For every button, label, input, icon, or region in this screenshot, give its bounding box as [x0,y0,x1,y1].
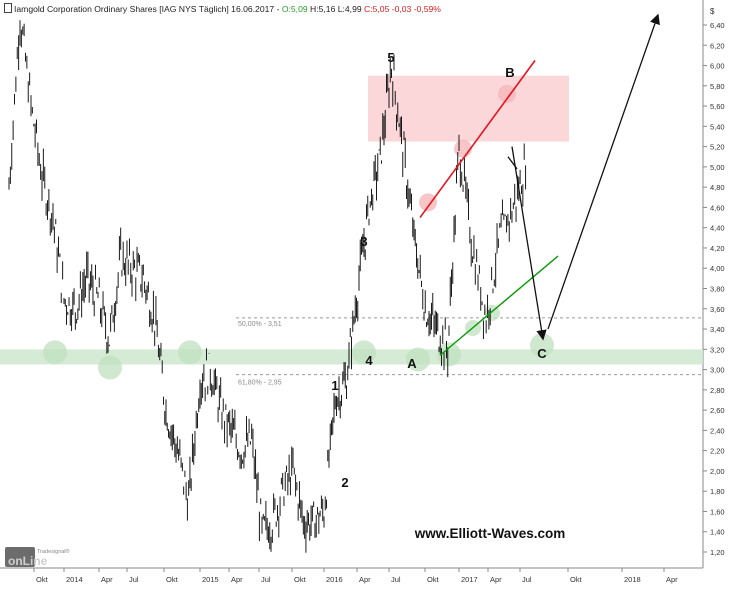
logo-badge [5,547,35,567]
resistance-touch-circle-2 [454,139,472,158]
wave-label-B: B [505,65,514,80]
x-tick-label: 2015 [202,575,219,584]
x-tick-label: Jul [391,575,401,584]
y-tick-label: 5,20 [710,143,725,152]
y-tick-label: 6,00 [710,62,725,71]
y-tick-label: 4,20 [710,244,725,253]
y-tick-label: 1,20 [710,548,725,557]
tradesignal-logo [5,547,35,567]
x-tick-label: Okt [294,575,307,584]
support-touch-circle-2 [98,355,122,380]
x-tick-label: Apr [231,575,243,584]
x-tick-label: Apr [666,575,678,584]
y-tick-label: 3,60 [710,305,725,314]
resistance-touch-circle-1 [419,193,437,212]
x-tick-label: 2016 [326,575,343,584]
wave-label-A: A [407,356,417,371]
logo-big-text: onLine [8,554,48,568]
x-tick-label: 2017 [461,575,478,584]
x-tick-label: Jul [522,575,532,584]
x-tick-label: 2018 [624,575,641,584]
x-tick-label: 2014 [66,575,83,584]
fib-label-1: 50,00% - 3,51 [238,321,282,328]
y-tick-label: 3,80 [710,285,725,294]
support-touch-circle-4 [352,340,376,365]
x-tick-label: Apr [490,575,502,584]
x-tick-label: Apr [101,575,113,584]
x-tick-label: Okt [36,575,49,584]
y-tick-label: 4,40 [710,224,725,233]
y-tick-label: 5,00 [710,163,725,172]
logo-small-text: Tradesignal® [37,548,70,555]
resistance-touch-circle-3 [498,84,516,103]
watermark: www.Elliott-Waves.com [414,526,566,541]
x-tick-label: Okt [570,575,583,584]
support-touch-circle-6 [437,342,461,367]
support-touch-circle-3 [178,340,202,365]
y-tick-label: 4,80 [710,183,725,192]
y-axis-currency: $ [710,7,715,16]
y-tick-label: 1,40 [710,528,725,537]
y-tick-label: 6,40 [710,21,725,30]
header-icon [4,3,12,13]
y-tick-label: 5,80 [710,82,725,91]
wave-label-5: 5 [387,50,394,65]
wave-label-1: 1 [331,378,338,393]
x-tick-label: Okt [166,575,179,584]
wave-label-C: C [537,346,547,361]
x-tick-label: Jul [129,575,139,584]
y-tick-label: 5,60 [710,102,725,111]
y-tick-label: 2,60 [710,406,725,415]
x-tick-label: Jul [261,575,271,584]
y-tick-label: 2,40 [710,426,725,435]
y-tick-label: 5,40 [710,122,725,131]
y-tick-label: 4,00 [710,264,725,273]
y-tick-label: 1,60 [710,507,725,516]
wave-label-4: 4 [365,353,373,368]
green-trendline [439,255,559,356]
header-open: O:5,09 [281,4,308,14]
x-tick-label: Okt [427,575,440,584]
price-series [8,20,527,553]
chart-header: Iamgold Corporation Ordinary Shares [IAG… [4,3,441,14]
y-tick-label: 4,60 [710,203,725,212]
arrow-to-c [511,146,547,341]
support-touch-circle-5 [406,347,430,372]
y-tick-label: 2,00 [710,467,725,476]
header-close: C:5,05 -0,03 -0,59% [364,4,441,14]
y-tick-label: 3,00 [710,366,725,375]
y-tick-label: 2,20 [710,447,725,456]
y-tick-label: 1,80 [710,487,725,496]
red-trendline [419,59,536,219]
y-tick-label: 2,80 [710,386,725,395]
fib-label-2: 61,80% - 2,95 [238,380,282,387]
arrow-up-target [547,13,660,330]
y-tick-label: 3,20 [710,345,725,354]
wave-label-3: 3 [360,234,367,249]
arrow-hook [507,156,518,170]
header-title: Iamgold Corporation Ordinary Shares [IAG… [14,4,280,14]
y-tick-label: 3,40 [710,325,725,334]
header-high-low: H:5,16 L:4,99 [310,4,362,14]
support-touch-circle-7 [530,333,554,358]
support-touch-circle-1 [43,340,67,365]
wave-label-2: 2 [341,475,348,490]
x-tick-label: Apr [359,575,371,584]
y-tick-label: 6,20 [710,41,725,50]
